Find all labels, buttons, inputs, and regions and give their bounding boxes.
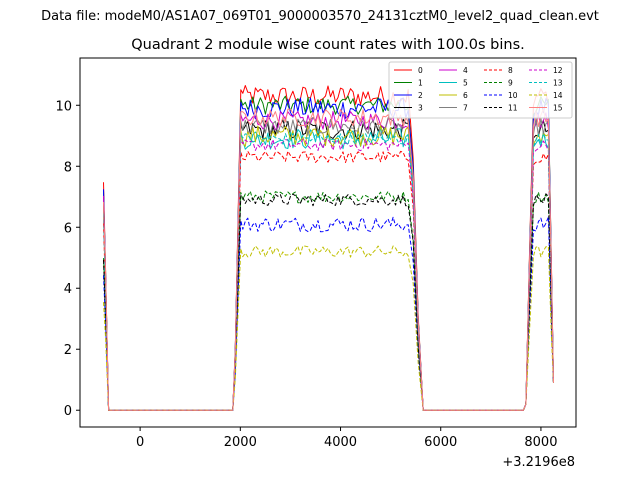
legend-label-12: 12 (553, 66, 563, 75)
series-line-2 (103, 97, 554, 411)
y-tick-label: 0 (64, 404, 72, 419)
x-tick-label: 0 (136, 435, 144, 450)
series-line-15 (103, 108, 554, 411)
x-offset-text: +3.2196e8 (502, 455, 575, 470)
series-layer (103, 85, 554, 411)
axis-ticks: 0 2000 4000 6000 8000 0 2 4 6 8 10 (55, 99, 557, 450)
legend-label-15: 15 (553, 104, 563, 113)
series-line-10 (103, 216, 554, 411)
legend-label-13: 13 (553, 79, 563, 88)
legend-label-5: 5 (463, 79, 468, 88)
series-line-12 (103, 138, 554, 411)
series-line-8 (103, 150, 554, 411)
legend-label-8: 8 (508, 66, 513, 75)
x-tick-label: 2000 (224, 435, 257, 450)
y-tick-label: 2 (64, 343, 72, 358)
legend-label-10: 10 (508, 91, 518, 100)
legend-label-2: 2 (418, 91, 423, 100)
legend-label-6: 6 (463, 91, 468, 100)
legend-label-14: 14 (553, 91, 563, 100)
series-line-11 (103, 193, 554, 411)
legend-box (388, 61, 573, 119)
plot-frame (79, 57, 577, 428)
y-tick-label: 8 (64, 160, 72, 175)
x-tick-label: 8000 (524, 435, 557, 450)
chart-title: Quadrant 2 module wise count rates with … (131, 37, 525, 53)
x-tick-label: 4000 (324, 435, 357, 450)
legend-label-4: 4 (463, 66, 468, 75)
series-line-6 (103, 125, 554, 411)
legend-label-11: 11 (508, 104, 518, 113)
y-tick-label: 10 (55, 99, 72, 114)
x-tick-label: 6000 (424, 435, 457, 450)
legend-label-7: 7 (463, 104, 468, 113)
legend-label-3: 3 (418, 104, 423, 113)
legend-label-0: 0 (418, 66, 423, 75)
series-line-14 (103, 245, 554, 411)
legend-label-9: 9 (508, 79, 513, 88)
series-line-13 (103, 132, 554, 411)
legend-label-1: 1 (418, 79, 423, 88)
y-tick-label: 4 (64, 282, 72, 297)
y-tick-label: 6 (64, 221, 72, 236)
suptitle: Data file: modeM0/AS1A07_069T01_90000035… (41, 9, 599, 24)
series-line-9 (103, 190, 554, 411)
